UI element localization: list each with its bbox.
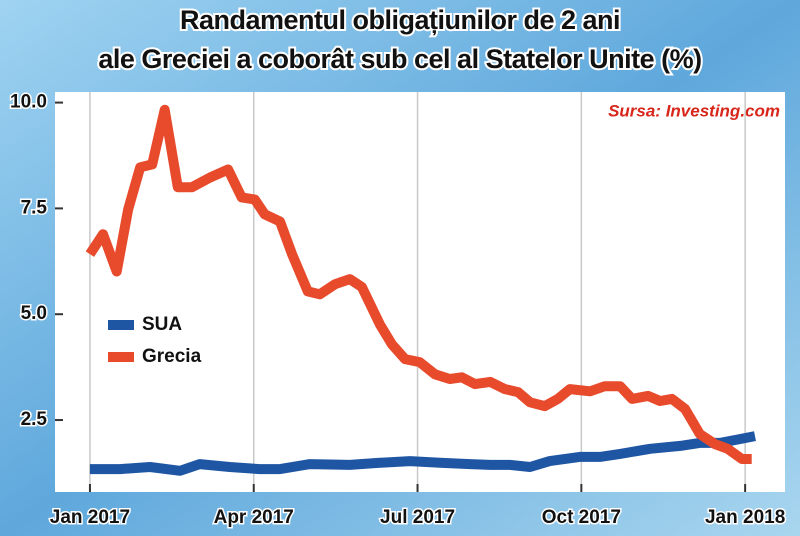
chart-title: ale Greciei a coborât sub cel al Statelo…: [98, 44, 701, 74]
lines: [85, 104, 756, 476]
y-tick-label: 2.5: [21, 409, 48, 430]
grid: [55, 92, 747, 492]
legend-label: Grecia: [142, 346, 202, 367]
x-tick-label: Jan 2018: [705, 507, 785, 528]
series-line: [85, 104, 752, 464]
legend-label: SUA: [142, 314, 182, 335]
labels: Jan 2017 Apr 2017 Jul 2017 Oct 2017 Jan 2018…: [9, 90, 787, 529]
plot-area: [55, 92, 785, 492]
x-tick-label: Jul 2017: [380, 507, 455, 528]
y-tick-label: 5.0: [21, 303, 47, 324]
x-tick-label: Apr 2017: [214, 507, 294, 528]
x-tick-label: Jan 2017: [50, 507, 130, 528]
y-tick-label: 7.5: [21, 197, 48, 218]
x-tick-label: Oct 2017: [542, 507, 621, 528]
source: Sursa: Investing.com: [608, 101, 780, 120]
y-tick-label: 10.0: [10, 92, 47, 113]
series-line: [89, 431, 756, 476]
chart-title: Randamentul obligațiunilor de 2 ani: [180, 5, 620, 35]
